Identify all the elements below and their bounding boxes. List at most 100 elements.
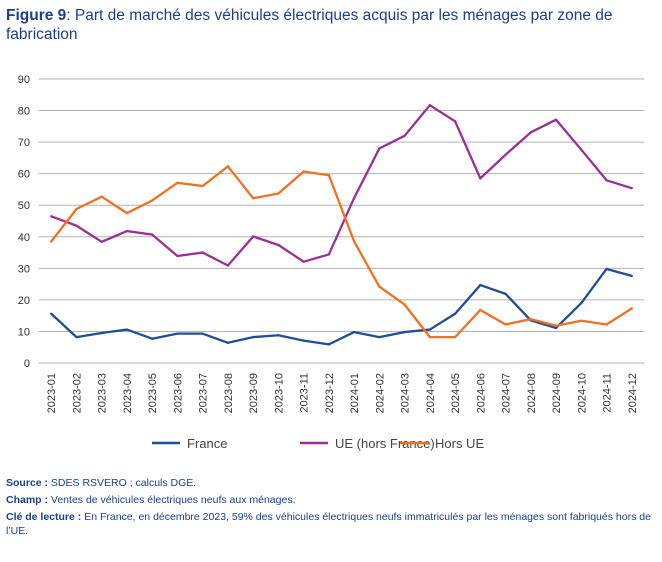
data-point-hors-ue [327, 174, 331, 177]
x-tick-label: 2023-12 [324, 373, 336, 413]
series-line-france [50, 267, 633, 346]
reading-key-text: En France, en décembre 2023, 59% des véh… [6, 511, 651, 537]
x-tick-label: 2023-10 [273, 373, 285, 413]
data-point-france [226, 341, 230, 345]
source-label: Source : [6, 477, 49, 489]
data-point-hors-ue [630, 307, 633, 310]
legend-label-hors-ue: Hors UE [435, 436, 484, 451]
data-point-hors-ue [50, 240, 53, 243]
data-point-ue-hors-france [50, 215, 53, 218]
data-point-ue-hors-france [428, 103, 432, 107]
data-point-ue-hors-france [176, 254, 179, 258]
data-point-hors-ue [554, 324, 558, 327]
data-point-ue-hors-france [554, 118, 558, 121]
x-tick-label: 2023-05 [147, 373, 159, 413]
data-point-hors-ue [428, 335, 432, 339]
data-point-france [352, 330, 356, 334]
y-tick-label: 30 [18, 263, 30, 275]
data-point-france [327, 343, 331, 346]
data-point-france [554, 326, 558, 330]
data-point-ue-hors-france [479, 177, 482, 180]
data-point-hors-ue [125, 211, 129, 215]
data-point-ue-hors-france [378, 147, 381, 150]
x-tick-label: 2024-02 [374, 373, 386, 413]
data-point-ue-hors-france [529, 131, 533, 134]
data-point-hors-ue [201, 184, 204, 188]
data-point-france [125, 328, 129, 331]
data-point-ue-hors-france [251, 235, 255, 238]
data-point-hors-ue [75, 207, 78, 211]
data-point-france [277, 334, 280, 337]
x-tick-label: 2024-10 [576, 373, 588, 413]
y-tick-label: 60 [18, 169, 30, 181]
y-tick-label: 50 [18, 200, 30, 212]
x-tick-label: 2024-07 [501, 373, 513, 413]
x-tick-label: 2023-07 [198, 373, 210, 413]
x-tick-label: 2023-01 [46, 373, 58, 413]
data-point-hors-ue [226, 165, 230, 168]
y-tick-label: 10 [18, 326, 30, 338]
legend-label-ue-hors-france: UE (hors France) [335, 436, 435, 451]
data-point-hors-ue [378, 285, 381, 288]
data-point-hors-ue [580, 319, 583, 322]
data-point-ue-hors-france [125, 229, 129, 233]
data-point-hors-ue [277, 192, 280, 195]
x-tick-label: 2023-08 [223, 373, 235, 413]
data-point-ue-hors-france [302, 260, 305, 263]
data-point-hors-ue [150, 199, 154, 202]
y-tick-label: 20 [18, 295, 30, 307]
line-chart: 0 10 20 30 40 50 60 70 80 90 2023-01 2023-02 2023-03… [18, 74, 645, 451]
data-point-france [50, 312, 53, 315]
x-tick-label: 2023-02 [71, 373, 83, 413]
data-point-france [453, 312, 457, 315]
data-point-hors-ue [100, 195, 103, 198]
data-point-ue-hors-france [226, 264, 230, 267]
x-tick-label: 2024-03 [400, 373, 412, 413]
data-point-ue-hors-france [327, 253, 331, 256]
x-tick-label: 2024-11 [602, 373, 614, 413]
data-point-hors-ue [479, 308, 482, 312]
source-note: Source : SDES RSVERO ; calculs DGE. [6, 476, 656, 490]
champ-text: Ventes de véhicules électriques neufs au… [48, 494, 296, 506]
data-point-france [378, 335, 381, 339]
data-point-france [251, 335, 255, 339]
data-point-ue-hors-france [605, 179, 608, 182]
data-point-france [100, 331, 103, 335]
reading-key-label: Clé de lecture : [6, 511, 82, 523]
data-point-hors-ue [176, 181, 179, 185]
data-point-hors-ue [529, 317, 533, 321]
x-tick-label: 2024-04 [425, 373, 437, 413]
data-point-ue-hors-france [630, 186, 633, 190]
x-tick-label: 2024-08 [526, 373, 538, 413]
x-tick-label: 2023-04 [122, 373, 134, 413]
data-point-ue-hors-france [201, 251, 204, 254]
data-point-ue-hors-france [75, 224, 78, 227]
x-tick-label: 2024-09 [551, 373, 563, 413]
x-tick-label: 2024-05 [450, 373, 462, 413]
y-tick-label: 80 [18, 106, 30, 118]
data-point-france [403, 330, 406, 334]
data-point-ue-hors-france [453, 120, 457, 123]
data-point-hors-ue [302, 170, 305, 173]
data-point-hors-ue [352, 240, 356, 243]
data-point-ue-hors-france [403, 134, 406, 137]
legend-label-france: France [187, 436, 227, 451]
data-point-france [479, 283, 482, 287]
data-point-hors-ue [504, 323, 507, 326]
x-tick-label: 2024-01 [349, 373, 361, 413]
data-point-france [150, 337, 154, 340]
champ-note: Champ : Ventes de véhicules électriques … [6, 493, 656, 507]
y-tick-label: 40 [18, 232, 30, 244]
data-point-hors-ue [605, 323, 608, 326]
reading-key-note: Clé de lecture : En France, en décembre … [6, 510, 656, 538]
data-point-france [201, 332, 204, 335]
data-point-ue-hors-france [580, 148, 583, 151]
data-point-france [176, 332, 179, 335]
data-point-france [504, 292, 507, 296]
data-point-france [428, 328, 432, 331]
champ-label: Champ : [6, 494, 48, 506]
data-point-france [580, 301, 583, 305]
x-tick-label: 2023-09 [248, 373, 260, 413]
data-point-ue-hors-france [352, 196, 356, 200]
y-tick-label: 0 [24, 358, 30, 370]
